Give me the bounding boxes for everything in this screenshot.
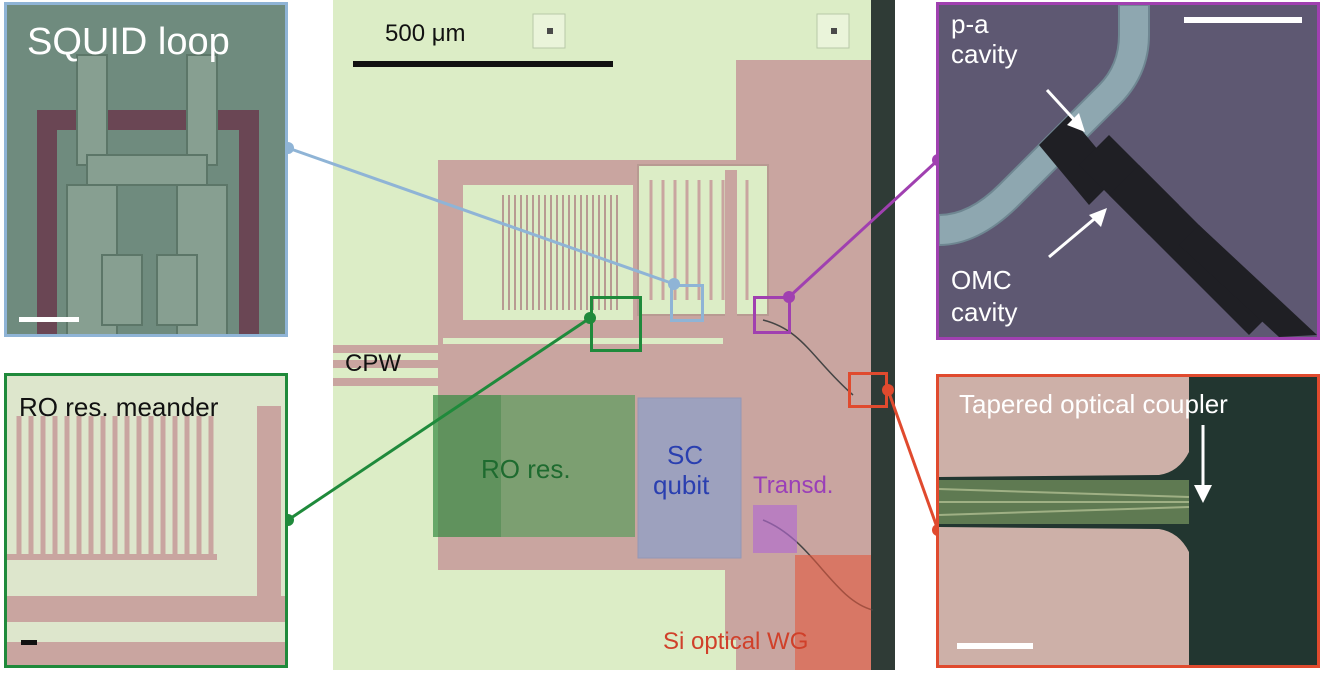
pa-cavity-label-line1: p-a	[951, 9, 989, 39]
squid-highlight-box	[670, 284, 704, 322]
waveguide-label: Si optical WG	[663, 628, 809, 655]
cavity-highlight-box	[753, 296, 791, 334]
scale-bar-label: 500 μm	[385, 20, 466, 47]
meander-highlight-box	[590, 296, 642, 352]
cavity-inset-drawing	[939, 5, 1317, 337]
omc-cavity-label-line2: cavity	[951, 297, 1018, 327]
coupler-inset-title: Tapered optical coupler	[959, 389, 1228, 419]
coupler-inset-drawing	[939, 377, 1317, 665]
cavity-inset: p-a cavity OMC cavity	[936, 2, 1320, 340]
squid-inset-title: SQUID loop	[27, 21, 230, 63]
coupler-inset: Tapered optical coupler	[936, 374, 1320, 668]
cpw-label: CPW	[345, 350, 401, 377]
pa-cavity-label-line2: cavity	[951, 39, 1018, 69]
chip-micrograph: 500 μm CPW RO res. SC qubit Transd. Si o…	[333, 0, 895, 670]
squid-inset: SQUID loop	[4, 2, 288, 337]
transducer-label: Transd.	[753, 472, 834, 499]
qubit-label-line2: qubit	[653, 470, 710, 500]
qubit-label-line1: SC	[667, 440, 704, 470]
ro-res-label: RO res.	[481, 454, 571, 484]
coupler-highlight-box	[848, 372, 888, 408]
meander-inset-title: RO res. meander	[19, 392, 219, 422]
meander-inset-drawing	[7, 376, 285, 665]
squid-inset-drawing	[7, 5, 285, 334]
omc-cavity-label-line1: OMC	[951, 265, 1012, 295]
meander-inset: RO res. meander	[4, 373, 288, 668]
